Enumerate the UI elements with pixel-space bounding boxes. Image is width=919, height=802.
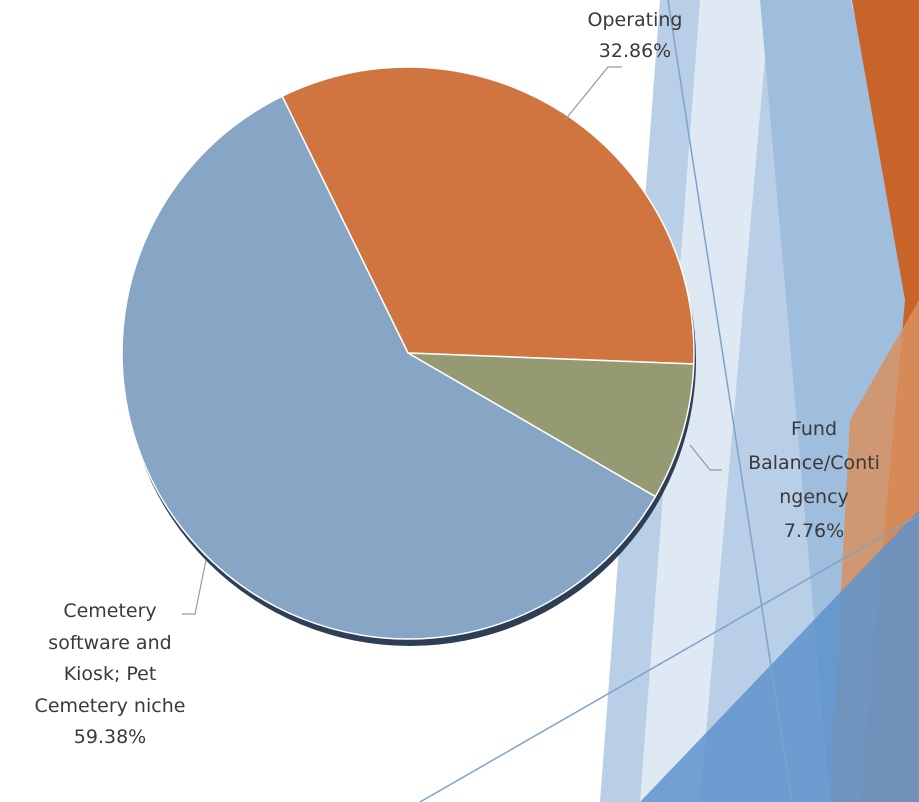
background-decoration	[419, 0, 919, 802]
pie	[121, 66, 695, 640]
label-name: Cemetery software and Kiosk; Pet Cemeter…	[34, 600, 186, 717]
leader-line	[689, 444, 722, 471]
leader-line	[564, 66, 622, 121]
pie-slice	[281, 66, 695, 365]
bg-line	[419, 514, 919, 802]
label-name: Fund Balance/Contingency	[748, 418, 880, 508]
bg-line	[667, 0, 793, 802]
data-label: Cemetery software and Kiosk; Pet Cemeter…	[20, 596, 200, 754]
pie-slice	[121, 95, 657, 640]
label-value: 59.38%	[73, 726, 147, 748]
data-label: Operating 32.86%	[570, 5, 700, 67]
pie-slice	[407, 352, 695, 498]
leader-lines	[182, 66, 722, 615]
bg-white-band	[640, 0, 770, 802]
label-value: 32.86%	[598, 40, 672, 62]
data-label: Fund Balance/Contingency 7.76%	[748, 412, 880, 548]
label-value: 7.76%	[783, 520, 845, 542]
label-name: Operating	[587, 9, 683, 31]
bg-dark-blue	[640, 510, 919, 802]
leader-line	[182, 559, 207, 615]
